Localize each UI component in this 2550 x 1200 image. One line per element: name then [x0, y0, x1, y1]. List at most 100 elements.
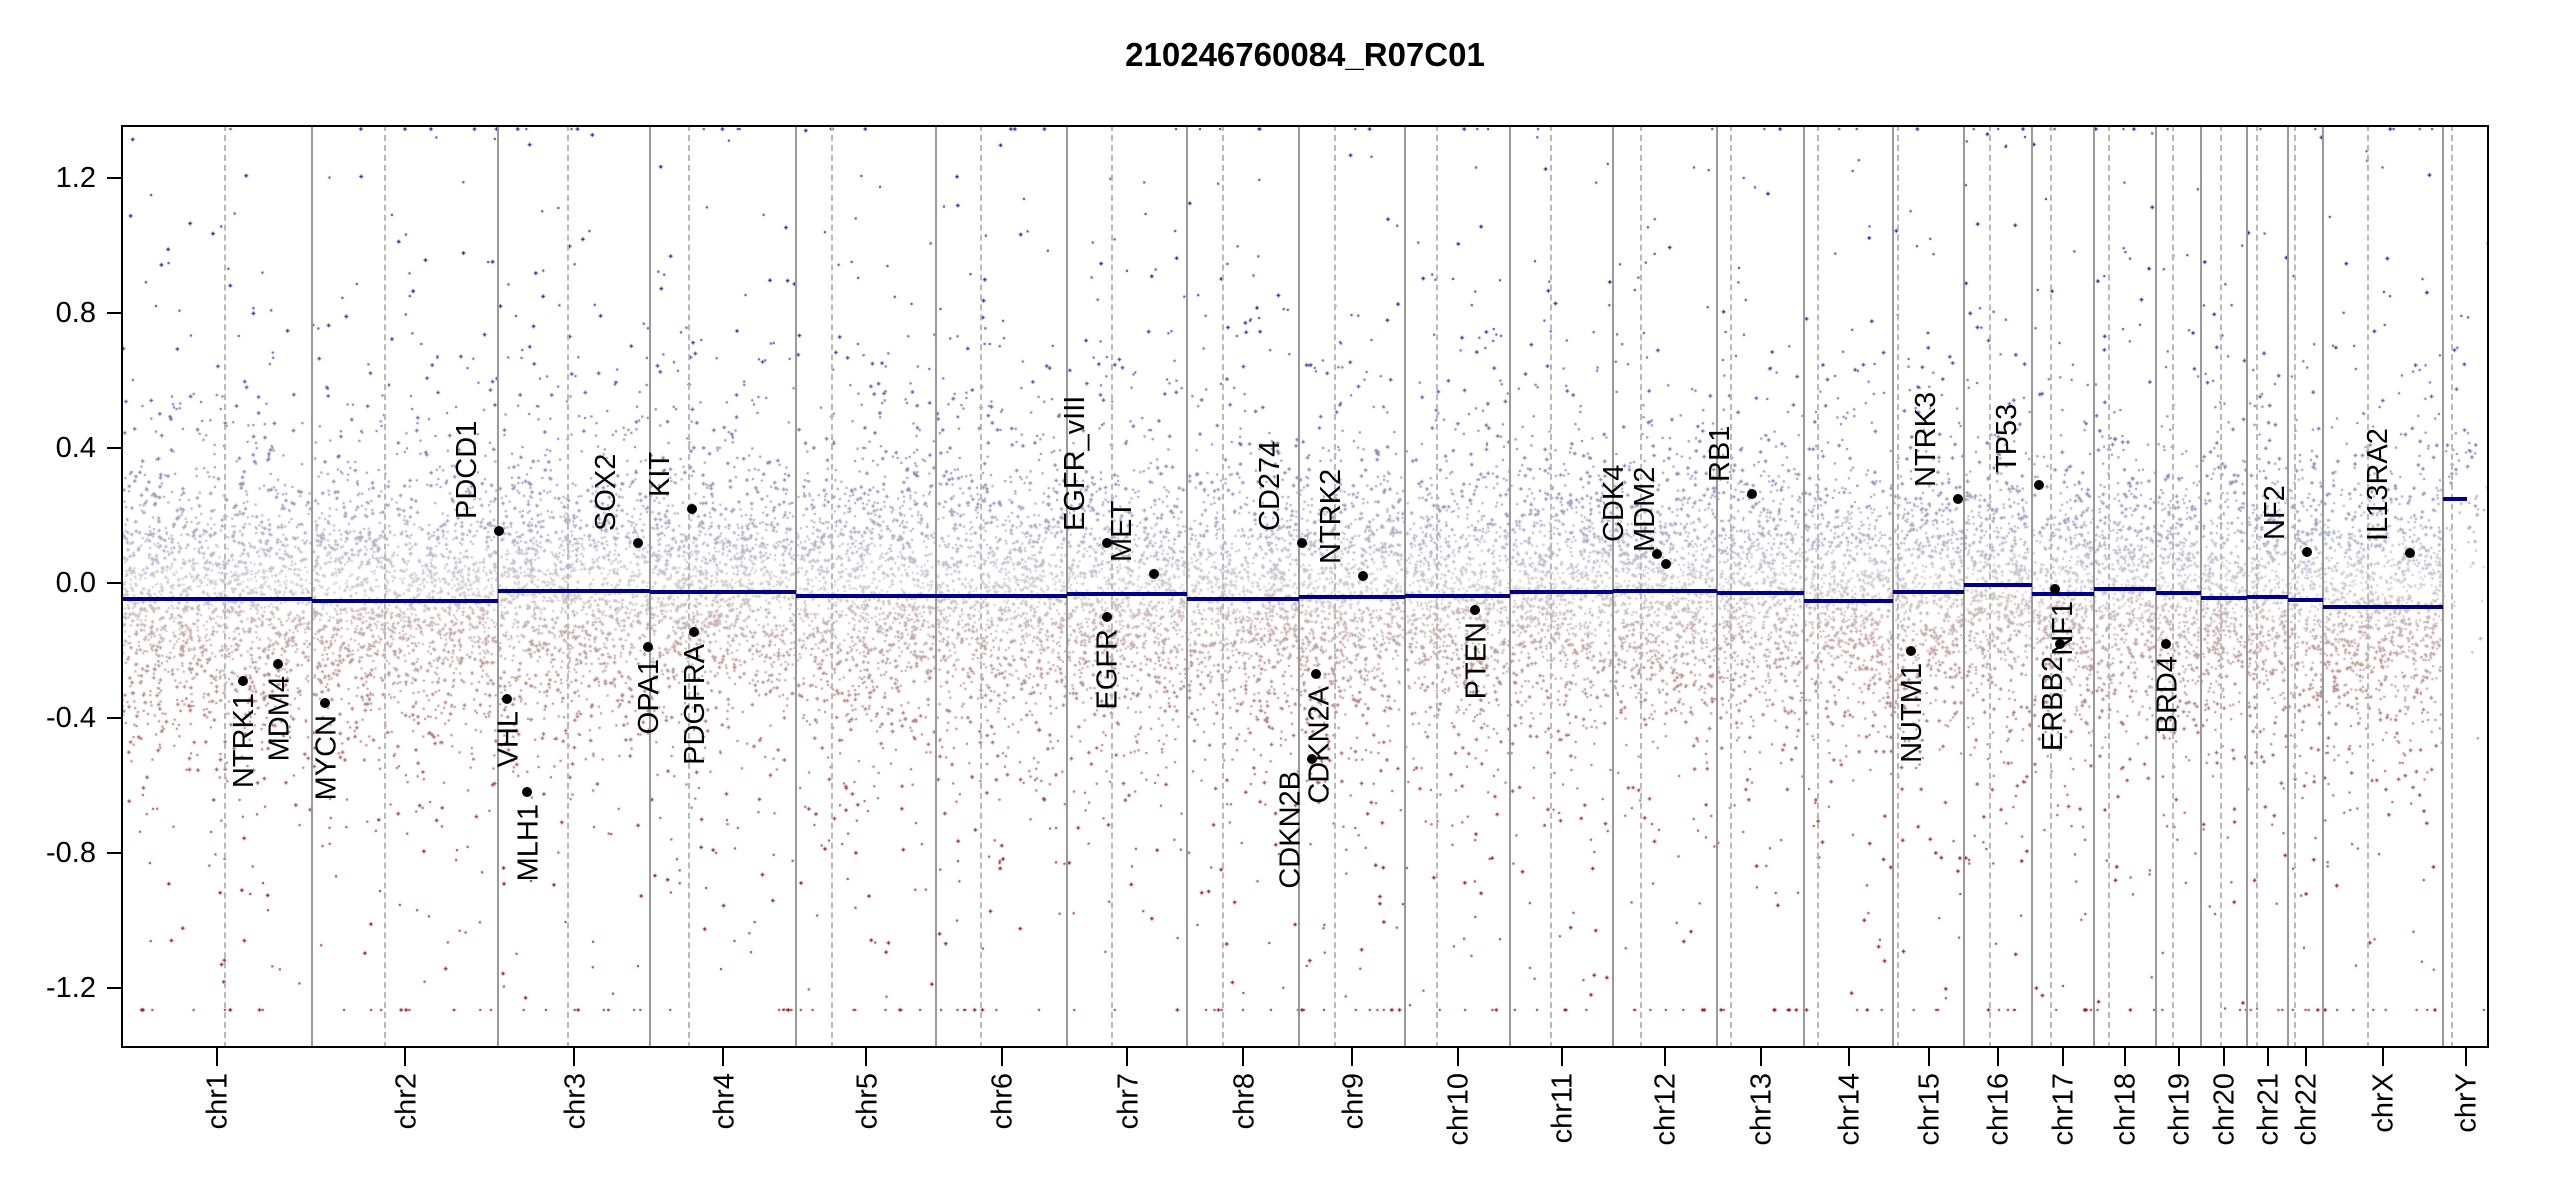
segment-mean-chr14 — [1804, 598, 1893, 603]
gene-label: SOX2 — [590, 453, 622, 531]
x-tick-mark — [1927, 1048, 1930, 1066]
segment-mean-chr5 — [796, 593, 936, 598]
centromere-line — [2256, 125, 2258, 1048]
segment-mean-chr22 — [2288, 597, 2323, 602]
gene-marker-dot — [2302, 546, 2312, 557]
gene-label: VHL — [492, 711, 524, 768]
centromere-line — [1436, 125, 1438, 1048]
gene-marker-dot — [1149, 568, 1159, 579]
x-axis-label-chr8: chr8 — [1228, 1073, 1260, 1130]
gene-marker-dot — [2050, 584, 2060, 595]
x-tick-mark — [573, 1048, 575, 1066]
x-axis-label-chr18: chr18 — [2110, 1073, 2142, 1146]
gene-label: BRD4 — [2151, 656, 2183, 734]
x-axis-label-chr15: chr15 — [1913, 1073, 1946, 1146]
centromere-line — [2294, 125, 2296, 1048]
x-axis-label-chr21: chr21 — [2252, 1073, 2285, 1146]
centromere-line — [1111, 125, 1113, 1048]
chromosome-boundary-line — [2031, 125, 2033, 1048]
x-tick-mark — [1997, 1048, 1999, 1066]
x-tick-mark — [2062, 1048, 2064, 1066]
chromosome-boundary-line — [1404, 125, 1406, 1048]
segment-mean-chr3 — [498, 589, 650, 594]
x-tick-mark — [2124, 1048, 2126, 1066]
segment-mean-chr1 — [121, 597, 312, 602]
x-tick-mark — [1664, 1048, 1666, 1066]
chromosome-boundary-line — [497, 125, 499, 1048]
centromere-line — [1897, 125, 1899, 1048]
gene-label: NTRK2 — [1315, 468, 1347, 564]
gene-label: NUTM1 — [1896, 662, 1928, 763]
gene-label: MET — [1106, 500, 1138, 562]
centromere-line — [384, 125, 386, 1048]
centromere-line — [980, 125, 982, 1048]
gene-marker-dot — [238, 675, 248, 686]
chromosome-boundary-line — [1298, 125, 1300, 1048]
x-axis-label-chr7: chr7 — [1112, 1073, 1144, 1130]
gene-marker-dot — [633, 537, 643, 548]
x-tick-mark — [1126, 1048, 1128, 1066]
gene-label: EGFR_vIII — [1059, 395, 1091, 531]
chromosome-boundary-line — [2246, 125, 2248, 1048]
gene-marker-dot — [1358, 570, 1368, 581]
gene-marker-dot — [1661, 559, 1671, 570]
segment-mean-chr21 — [2247, 594, 2288, 599]
gene-marker-dot — [1102, 611, 1112, 622]
gene-marker-dot — [1747, 488, 1757, 499]
chromosome-boundary-line — [649, 125, 651, 1048]
x-tick-mark — [2304, 1048, 2307, 1066]
gene-label: MDM4 — [263, 676, 295, 762]
segment-mean-chr19 — [2156, 591, 2201, 596]
gene-label: NF1 — [2047, 601, 2079, 656]
gene-marker-dot — [643, 642, 653, 653]
centromere-line — [224, 125, 226, 1048]
segment-mean-chr17 — [2032, 592, 2094, 597]
y-tick-mark — [107, 582, 121, 584]
chromosome-boundary-line — [2287, 125, 2289, 1048]
gene-marker-dot — [494, 525, 504, 536]
gene-label: MDM2 — [1629, 466, 1661, 553]
centromere-line — [2172, 125, 2174, 1048]
x-tick-mark — [1560, 1048, 1563, 1066]
gene-marker-dot — [273, 659, 283, 669]
x-tick-mark — [2382, 1048, 2384, 1066]
x-axis-label-chr22: chr22 — [2290, 1073, 2323, 1146]
chromosome-boundary-line — [795, 125, 797, 1048]
centromere-line — [1550, 125, 1552, 1048]
gene-label: PTEN — [1460, 622, 1492, 700]
segment-mean-chr10 — [1405, 593, 1510, 598]
gene-marker-dot — [320, 697, 330, 708]
y-tick-mark — [107, 177, 121, 179]
chromosome-boundary-line — [1612, 125, 1614, 1048]
x-axis-label-chr1: chr1 — [201, 1073, 234, 1130]
segment-mean-chr9 — [1299, 594, 1405, 599]
segment-mean-chr12 — [1613, 589, 1717, 594]
segment-mean-chr15 — [1893, 590, 1964, 595]
x-axis-label-chr16: chr16 — [1983, 1073, 2015, 1146]
gene-label: KIT — [644, 451, 676, 497]
x-axis-label-chr2: chr2 — [390, 1073, 422, 1130]
chromosome-boundary-line — [2200, 125, 2202, 1048]
gene-marker-dot — [2405, 547, 2415, 558]
gene-label: PDGFRA — [679, 643, 711, 765]
gene-marker-dot — [689, 626, 699, 637]
chromosome-boundary-line — [1803, 125, 1805, 1048]
y-tick-mark — [107, 717, 121, 719]
gene-marker-dot — [502, 694, 512, 705]
chromosome-boundary-line — [1186, 125, 1188, 1048]
gene-marker-dot — [687, 503, 697, 514]
y-tick-label: 0.8 — [55, 297, 96, 329]
centromere-line — [688, 125, 690, 1048]
y-tick-mark — [107, 987, 121, 989]
gene-marker-dot — [1470, 605, 1480, 615]
segment-mean-chr2 — [312, 598, 498, 603]
gene-marker-dot — [1953, 493, 1963, 504]
x-tick-mark — [1351, 1048, 1353, 1066]
gene-label: MYCN — [310, 714, 342, 801]
gene-marker-dot — [1311, 669, 1321, 680]
x-tick-mark — [215, 1048, 218, 1066]
x-axis-label-chr11: chr11 — [1546, 1073, 1579, 1144]
x-tick-mark — [1456, 1048, 1459, 1066]
y-tick-mark — [107, 312, 121, 314]
segment-mean-chr16 — [1964, 582, 2032, 587]
